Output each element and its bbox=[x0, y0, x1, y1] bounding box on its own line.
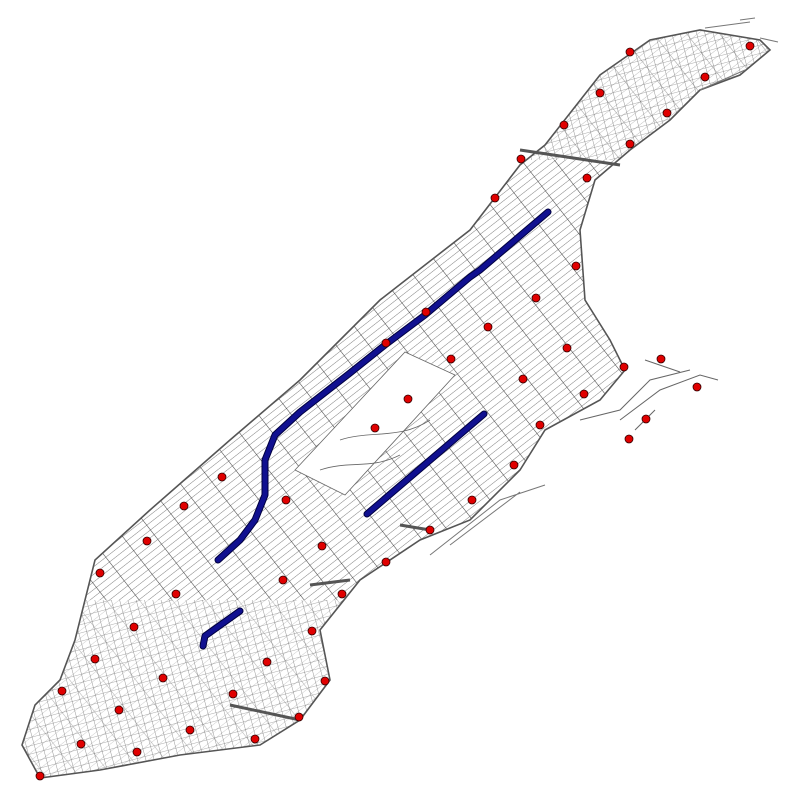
marker bbox=[531, 293, 541, 303]
route bbox=[364, 411, 487, 517]
marker bbox=[142, 536, 152, 546]
route bbox=[215, 209, 551, 563]
marker bbox=[619, 362, 629, 372]
marker bbox=[446, 354, 456, 364]
marker bbox=[76, 739, 86, 749]
marker bbox=[217, 472, 227, 482]
marker bbox=[294, 712, 304, 722]
marker bbox=[114, 705, 124, 715]
marker bbox=[35, 771, 45, 781]
marker bbox=[278, 575, 288, 585]
marker bbox=[381, 557, 391, 567]
marker bbox=[171, 589, 181, 599]
marker bbox=[624, 434, 634, 444]
marker bbox=[57, 686, 67, 696]
marker bbox=[625, 139, 635, 149]
marker bbox=[562, 343, 572, 353]
marker bbox=[579, 389, 589, 399]
marker bbox=[516, 154, 526, 164]
marker bbox=[250, 734, 260, 744]
marker bbox=[307, 626, 317, 636]
marker bbox=[625, 47, 635, 57]
route bbox=[200, 608, 243, 649]
marker bbox=[262, 657, 272, 667]
marker bbox=[132, 747, 142, 757]
marker bbox=[90, 654, 100, 664]
marker bbox=[129, 622, 139, 632]
marker bbox=[700, 72, 710, 82]
marker bbox=[559, 120, 569, 130]
marker bbox=[95, 568, 105, 578]
marker bbox=[381, 338, 391, 348]
marker bbox=[281, 495, 291, 505]
marker bbox=[490, 193, 500, 203]
marker bbox=[641, 414, 651, 424]
marker bbox=[509, 460, 519, 470]
marker bbox=[158, 673, 168, 683]
marker bbox=[228, 689, 238, 699]
marker bbox=[425, 525, 435, 535]
marker bbox=[535, 420, 545, 430]
marker bbox=[518, 374, 528, 384]
marker bbox=[483, 322, 493, 332]
marker bbox=[317, 541, 327, 551]
marker bbox=[337, 589, 347, 599]
marker bbox=[185, 725, 195, 735]
marker bbox=[662, 108, 672, 118]
marker bbox=[571, 261, 581, 271]
marker bbox=[320, 676, 330, 686]
park bbox=[294, 351, 456, 496]
marker bbox=[370, 423, 380, 433]
routes bbox=[199, 208, 552, 650]
marker bbox=[179, 501, 189, 511]
marker bbox=[692, 382, 702, 392]
markers bbox=[35, 41, 755, 781]
marker bbox=[656, 354, 666, 364]
marker bbox=[403, 394, 413, 404]
marker bbox=[582, 173, 592, 183]
marker bbox=[745, 41, 755, 51]
marker bbox=[421, 307, 431, 317]
marker bbox=[467, 495, 477, 505]
marker bbox=[595, 88, 605, 98]
